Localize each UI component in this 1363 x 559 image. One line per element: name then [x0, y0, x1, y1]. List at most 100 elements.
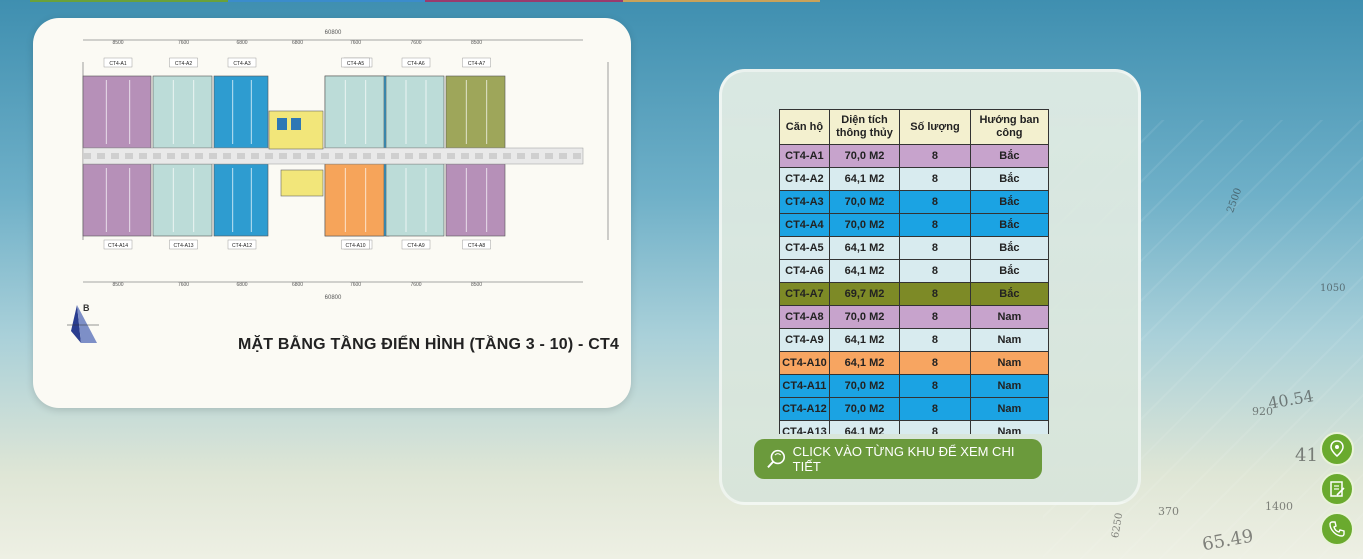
bottom-unit[interactable] [152, 163, 213, 237]
table-row[interactable]: CT4-A10 64,1 M2 8 Nam [779, 351, 1049, 375]
call-button[interactable] [1320, 512, 1354, 546]
cell-unit: CT4-A4 [779, 213, 830, 237]
cell-quantity: 8 [899, 374, 971, 398]
map-button[interactable] [1320, 432, 1354, 466]
cell-unit: CT4-A12 [779, 397, 830, 421]
cell-direction: Bắc [969, 144, 1049, 168]
dimension-label: 7600 [178, 282, 189, 288]
cell-area: 64,1 M2 [828, 236, 901, 260]
cell-direction: Nam [969, 305, 1049, 329]
cell-unit: CT4-A5 [779, 236, 830, 260]
dimension-label: 8500 [471, 282, 482, 288]
elevator-icon [277, 118, 287, 130]
top-unit-label: CT4-A3 [233, 61, 250, 67]
table-row[interactable]: CT4-A12 70,0 M2 8 Nam [779, 397, 1049, 421]
table-row[interactable]: CT4-A5 64,1 M2 8 Bắc [779, 236, 1049, 260]
cell-direction: Nam [969, 397, 1049, 421]
bottom-unit-label: CT4-A12 [232, 243, 252, 249]
table-row[interactable]: CT4-A9 64,1 M2 8 Nam [779, 328, 1049, 352]
dimension-labels-bottom: 8500 7600 6800 6800 7600 7600 8500 [112, 282, 482, 288]
cell-quantity: 8 [899, 190, 971, 214]
apartment-table-card: Căn hộ Diện tích thông thủy Số lượng Hướ… [719, 69, 1141, 505]
cell-area: 64,1 M2 [828, 259, 901, 283]
bg-number: 1400 [1265, 500, 1293, 513]
top-unit-label: CT4-A6 [407, 61, 424, 67]
cell-quantity: 8 [899, 236, 971, 260]
top-unit[interactable] [82, 75, 152, 149]
table-header-row: Căn hộ Diện tích thông thủy Số lượng Hướ… [779, 109, 1049, 145]
unit-tag [401, 57, 431, 68]
bottom-unit-label: CT4-A9 [407, 243, 424, 249]
table-row[interactable]: CT4-A1 70,0 M2 8 Bắc [779, 144, 1049, 168]
plan-title: MẶT BẰNG TẦNG ĐIỂN HÌNH (TẦNG 3 - 10) - … [238, 336, 620, 353]
cell-unit: CT4-A8 [779, 305, 830, 329]
bottom-unit[interactable] [385, 163, 445, 237]
dimension-labels-top: 8500 7600 6800 6800 7600 7600 8500 [112, 40, 482, 46]
cell-quantity: 8 [899, 167, 971, 191]
table-row[interactable]: CT4-A2 64,1 M2 8 Bắc [779, 167, 1049, 191]
bg-number: 1050 [1320, 283, 1346, 294]
bg-number: 41 [1295, 445, 1318, 466]
cell-direction: Nam [969, 374, 1049, 398]
unit-tag [103, 239, 133, 250]
cell-area: 70,0 M2 [828, 213, 901, 237]
cell-unit: CT4-A6 [779, 259, 830, 283]
cell-quantity: 8 [899, 282, 971, 306]
dimension-label: 6800 [292, 40, 303, 46]
register-button[interactable] [1320, 472, 1354, 506]
click-button-label: CLICK VÀO TỪNG KHU ĐỂ XEM CHI TIẾT [792, 444, 1015, 474]
cell-quantity: 8 [899, 213, 971, 237]
table-row[interactable]: CT4-A11 70,0 M2 8 Nam [779, 374, 1049, 398]
top-unit[interactable] [385, 75, 445, 149]
cell-area: 64,1 M2 [828, 328, 901, 352]
bottom-unit[interactable] [82, 163, 152, 237]
bg-number: 920 [1252, 405, 1273, 418]
table-row[interactable]: CT4-A8 70,0 M2 8 Nam [779, 305, 1049, 329]
cell-unit: CT4-A2 [779, 167, 830, 191]
top-unit-label: CT4-A2 [175, 61, 192, 67]
table-scroll-area[interactable]: Căn hộ Diện tích thông thủy Số lượng Hướ… [779, 109, 1049, 434]
phone-call-icon [1329, 521, 1345, 537]
table-row[interactable]: CT4-A13 64,1 M2 8 Nam [779, 420, 1049, 434]
floor-plan-card[interactable]: 60800 60800 8500 7600 6800 6800 7600 7600 8500… [33, 18, 631, 408]
cell-area: 64,1 M2 [828, 420, 901, 434]
header-direction: Hướng ban công [969, 109, 1049, 145]
cell-area: 70,0 M2 [828, 374, 901, 398]
table-row[interactable]: CT4-A7 69,7 M2 8 Bắc [779, 282, 1049, 306]
unit-tag [103, 57, 133, 68]
cell-quantity: 8 [899, 305, 971, 329]
top-unit[interactable] [324, 75, 385, 149]
bottom-unit[interactable] [324, 163, 385, 237]
table-row[interactable]: CT4-A6 64,1 M2 8 Bắc [779, 259, 1049, 283]
floor-plan-drawing[interactable]: 60800 60800 8500 7600 6800 6800 7600 7600 8500… [33, 18, 631, 318]
cell-quantity: 8 [899, 397, 971, 421]
header-unit: Căn hộ [779, 109, 830, 145]
dimension-label: 7600 [350, 282, 361, 288]
header-area: Diện tích thông thủy [828, 109, 901, 145]
dim-total-top: 60800 [325, 30, 342, 36]
cell-unit: CT4-A10 [779, 351, 830, 375]
top-unit[interactable] [445, 75, 506, 149]
dimension-label: 6800 [236, 282, 247, 288]
unit-tag [341, 57, 370, 68]
cell-quantity: 8 [899, 144, 971, 168]
register-form-icon [1330, 481, 1345, 497]
elevator-icon [291, 118, 301, 130]
top-unit-label: CT4-A1 [109, 61, 126, 67]
map-pin-icon [1330, 440, 1344, 457]
unit-tag [341, 239, 370, 250]
apartment-table: Căn hộ Diện tích thông thủy Số lượng Hướ… [779, 109, 1049, 434]
click-to-view-button[interactable]: CLICK VÀO TỪNG KHU ĐỂ XEM CHI TIẾT [754, 439, 1042, 479]
unit-tag [169, 239, 198, 250]
top-unit[interactable] [152, 75, 213, 149]
top-unit[interactable] [213, 75, 269, 149]
units-top-row: CT4-A1CT4-A2CT4-A3CT4-A4CT4-A5CT4-A6CT4-… [82, 57, 506, 149]
cell-unit: CT4-A9 [779, 328, 830, 352]
table-row[interactable]: CT4-A4 70,0 M2 8 Bắc [779, 213, 1049, 237]
bottom-unit-label: CT4-A10 [345, 243, 365, 249]
bottom-unit[interactable] [213, 163, 269, 237]
table-row[interactable]: CT4-A3 70,0 M2 8 Bắc [779, 190, 1049, 214]
unit-tag [401, 239, 431, 250]
bottom-unit[interactable] [445, 163, 506, 237]
cell-area: 70,0 M2 [828, 305, 901, 329]
